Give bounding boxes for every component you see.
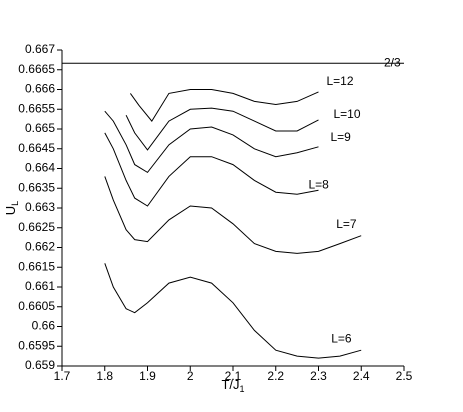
y-tick-label: 0.6655 — [18, 101, 55, 115]
y-tick-label: 0.6595 — [18, 338, 55, 352]
series-label: L=7 — [336, 217, 357, 231]
x-tick-label: 2 — [187, 369, 194, 383]
x-tick-label: 2.2 — [267, 369, 284, 383]
series-label: 2/3 — [384, 55, 401, 69]
y-tick-label: 0.664 — [25, 161, 55, 175]
y-tick-label: 0.6645 — [18, 141, 55, 155]
series-label: L=10 — [334, 107, 361, 121]
series-label: L=12 — [327, 74, 354, 88]
line-series — [125, 107, 319, 151]
series-label: L=9 — [331, 130, 352, 144]
y-tick-label: 0.661 — [25, 279, 55, 293]
line-series — [104, 132, 319, 207]
line-series — [104, 110, 319, 174]
y-tick-label: 0.667 — [25, 42, 55, 56]
line-series — [104, 176, 362, 254]
y-tick-label: 0.6635 — [18, 180, 55, 194]
series-label: L=8 — [309, 177, 330, 191]
y-tick-label: 0.6625 — [18, 220, 55, 234]
x-tick-label: 2.4 — [353, 369, 370, 383]
x-axis-label: T/J1 — [221, 377, 244, 394]
y-tick-label: 0.665 — [25, 121, 55, 135]
x-tick-label: 1.7 — [54, 369, 71, 383]
line-series — [129, 89, 319, 122]
y-axis-label: UL — [3, 201, 20, 215]
y-tick-label: 0.659 — [25, 358, 55, 372]
x-tick-label: 2.5 — [396, 369, 413, 383]
y-tick-label: 0.666 — [25, 82, 55, 96]
y-tick-label: 0.6615 — [18, 259, 55, 273]
series-label: L=6 — [331, 331, 352, 345]
y-tick-label: 0.6665 — [18, 62, 55, 76]
x-tick-label: 2.1 — [225, 369, 242, 383]
x-tick-label: 2.3 — [310, 369, 327, 383]
x-tick-label: 1.9 — [139, 369, 156, 383]
x-tick-label: 1.8 — [96, 369, 113, 383]
y-tick-label: 0.6605 — [18, 299, 55, 313]
line-series — [104, 263, 362, 359]
y-tick-label: 0.66 — [32, 319, 56, 333]
y-tick-label: 0.662 — [25, 240, 55, 254]
y-tick-label: 0.663 — [25, 200, 55, 214]
